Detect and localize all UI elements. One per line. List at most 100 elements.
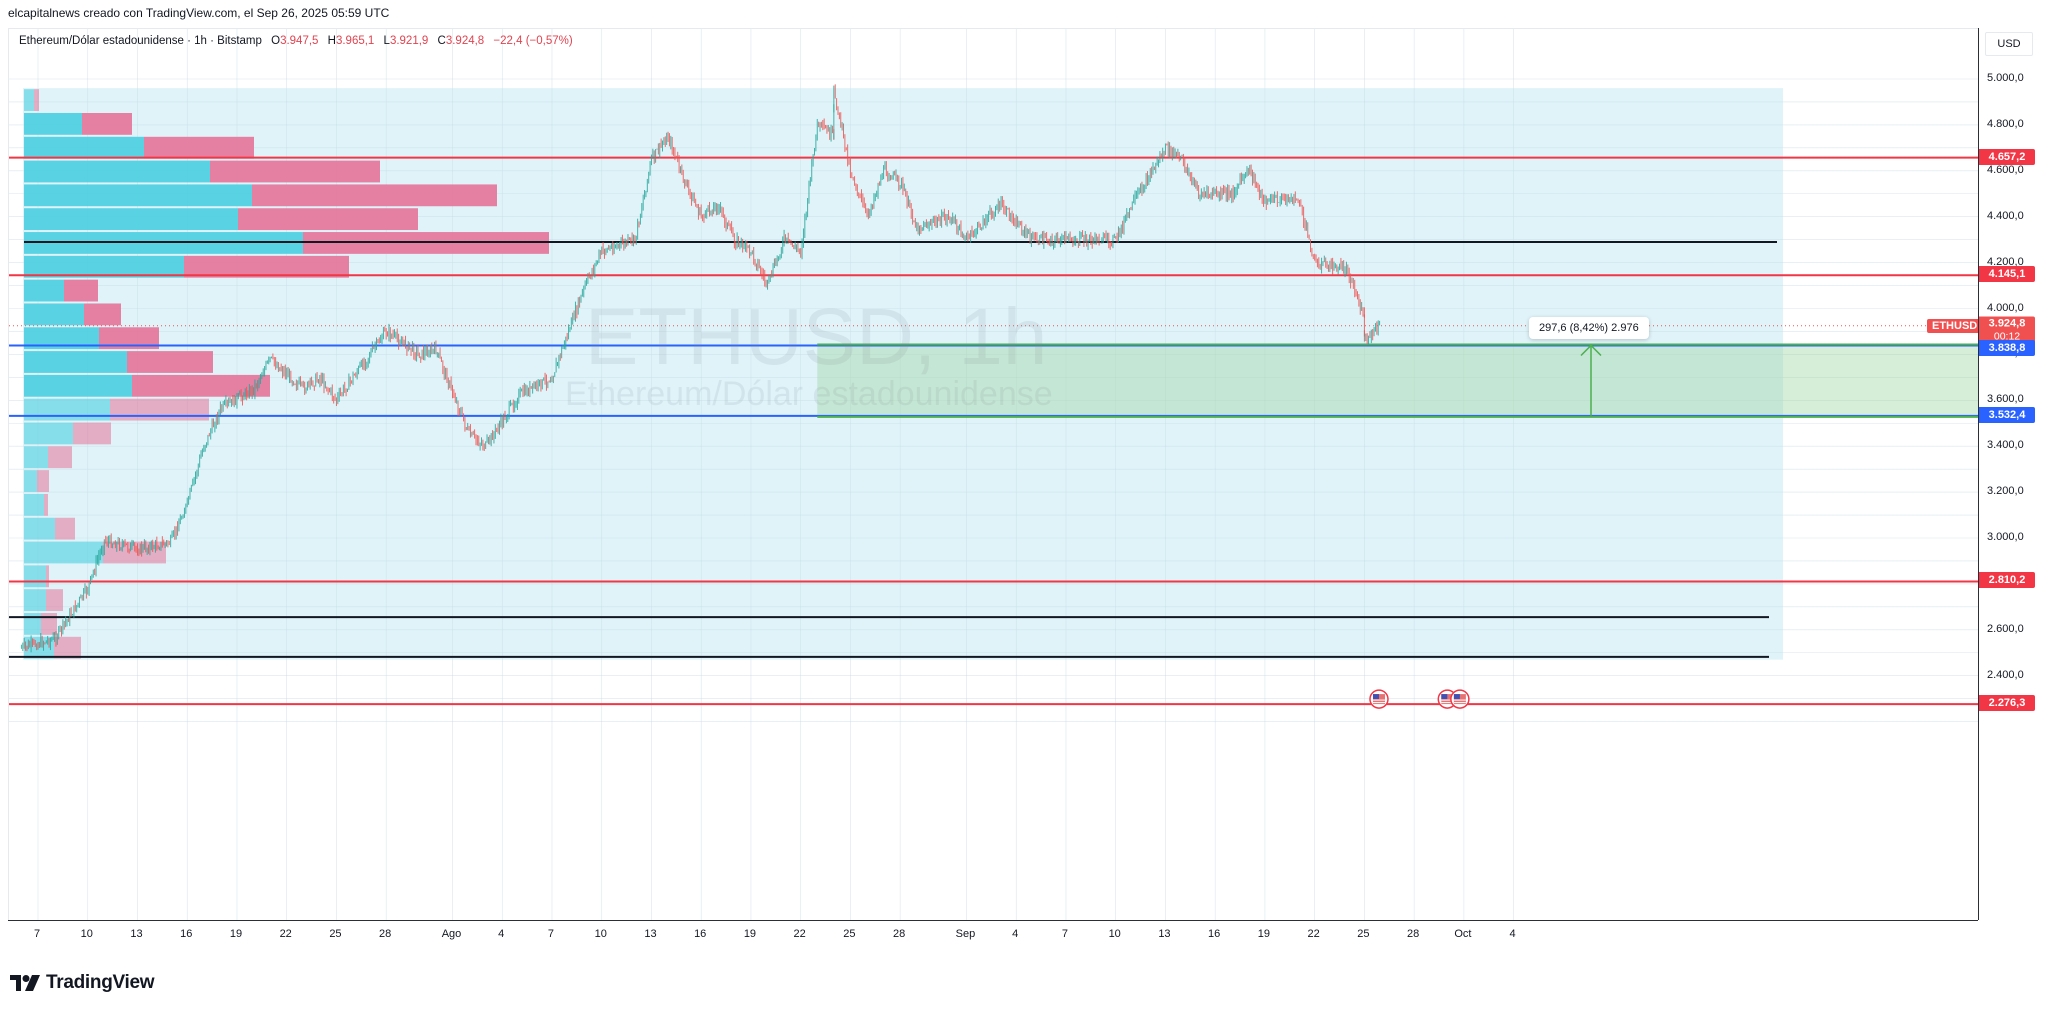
chart-frame: Ethereum/Dólar estadounidense · 1h · Bit… — [8, 28, 2039, 958]
time-axis-tick: 10 — [80, 928, 93, 940]
volume-profile-bin-up — [24, 517, 55, 540]
time-axis-tick: 25 — [329, 928, 342, 940]
price-axis[interactable]: USD 5.000,0 4.800,0 4.600,0 4.400,0 4.200,0 4… — [1978, 28, 2039, 920]
volume-profile-bin-down — [252, 184, 497, 207]
us-flag-event-icon[interactable] — [1450, 689, 1470, 709]
price-axis-tick: 2.600,0 — [1987, 622, 2024, 635]
volume-profile-bin-down — [46, 589, 63, 612]
time-axis-tick: 13 — [130, 928, 143, 940]
watermark-name: Ethereum/Dólar estadounidense — [565, 375, 1053, 413]
volume-profile-bin-up — [24, 160, 210, 183]
time-axis-tick: 13 — [644, 928, 657, 940]
volume-profile-bin-down — [184, 255, 349, 278]
volume-profile-bin-up — [24, 232, 303, 254]
high-key: H — [327, 35, 336, 47]
volume-profile-bin-up — [24, 208, 238, 231]
time-axis-tick: 28 — [379, 928, 392, 940]
volume-profile-bin-up — [24, 255, 184, 278]
volume-profile-bin-down — [46, 565, 49, 588]
volume-profile-bin-down — [37, 470, 49, 492]
volume-profile-bin-up — [24, 422, 73, 445]
volume-profile-bin-up — [24, 470, 37, 492]
volume-profile-bin-down — [54, 636, 81, 659]
time-axis-tick: 7 — [547, 928, 555, 940]
volume-profile-bin-down — [55, 517, 75, 540]
volume-profile-bin-up — [24, 184, 252, 207]
time-axis-tick: Sep — [955, 928, 976, 940]
time-axis[interactable]: 7 10 13 16 19 22 25 28 Ago 4 7 10 13 16 19 22 25 28 Sep 4 7 1… — [8, 920, 1978, 947]
watermark-symbol: ETHUSD, 1h — [585, 292, 1048, 381]
time-axis-tick: 16 — [180, 928, 193, 940]
volume-profile-bin-down — [144, 136, 254, 159]
price-tag-support-1: 3.838,8 — [1979, 340, 2035, 356]
volume-profile-bin-down — [34, 89, 39, 111]
price-range-measure-label[interactable]: 297,6 (8,42%) 2.976 — [1529, 317, 1649, 339]
open-key: O — [271, 35, 281, 47]
time-axis-tick: 7 — [1061, 928, 1069, 940]
volume-profile-bin-up — [24, 374, 132, 397]
bar-countdown: 00:12 — [1993, 330, 2021, 343]
price-tag-resistance-2: 4.145,1 — [1979, 266, 2035, 282]
volume-profile-bin-up — [24, 446, 48, 469]
price-chart-canvas[interactable] — [9, 29, 1979, 921]
volume-profile-bin-up — [24, 89, 34, 111]
chart-attribution: elcapitalnews creado con TradingView.com… — [8, 6, 390, 20]
symbol-legend: Ethereum/Dólar estadounidense · 1h · Bit… — [19, 35, 573, 47]
price-axis-tick: 3.400,0 — [1987, 439, 2024, 452]
time-axis-tick: 4 — [498, 928, 505, 940]
volume-profile-bin-down — [132, 374, 270, 397]
time-axis-tick: 22 — [793, 928, 806, 940]
volume-profile-bin-down — [41, 613, 57, 635]
time-axis-tick: Ago — [441, 928, 462, 940]
volume-profile-bin-down — [84, 303, 121, 326]
volume-profile-bin-up — [24, 493, 44, 516]
currency-button[interactable]: USD — [1985, 32, 2033, 56]
time-axis-tick: 28 — [1407, 928, 1420, 940]
price-tag-support-2: 3.532,4 — [1979, 407, 2035, 423]
high-value: 3.965,1 — [335, 35, 375, 47]
time-axis-tick: 19 — [743, 928, 757, 940]
price-tag-support-3: 2.810,2 — [1979, 572, 2035, 588]
change-value: −22,4 (−0,57%) — [493, 35, 573, 47]
time-axis-tick: 13 — [1158, 928, 1171, 940]
low-value: 3.921,9 — [389, 35, 429, 47]
volume-profile-bin-up — [24, 351, 127, 373]
chart-plot-area[interactable]: Ethereum/Dólar estadounidense · 1h · Bit… — [8, 28, 1979, 921]
time-axis-tick: 22 — [279, 928, 292, 940]
volume-profile-bin-up — [24, 279, 64, 302]
volume-profile-bin-down — [48, 446, 72, 469]
close-value: 3.924,8 — [445, 35, 485, 47]
time-axis-tick: 25 — [843, 928, 856, 940]
us-flag-event-icon[interactable] — [1369, 689, 1389, 709]
time-axis-tick: 19 — [1257, 928, 1271, 940]
volume-profile-bin-down — [73, 422, 111, 445]
price-axis-tick: 5.000,0 — [1987, 72, 2024, 84]
open-value: 3.947,5 — [280, 35, 319, 47]
price-tag-resistance-1: 4.657,2 — [1979, 149, 2035, 165]
time-axis-tick: 16 — [1208, 928, 1221, 940]
volume-profile-bin-up — [24, 541, 103, 564]
symbol-price-line-label: ETHUSD — [1927, 319, 1979, 333]
price-axis-tick: 3.600,0 — [1987, 393, 2024, 406]
price-axis-tick: 3.200,0 — [1987, 485, 2024, 498]
volume-profile-bin-down — [44, 493, 48, 516]
volume-profile-bin-down — [210, 160, 380, 183]
price-axis-tick: 4.200,0 — [1987, 255, 2024, 268]
volume-profile-bin-up — [24, 398, 110, 421]
close-key: C — [437, 35, 446, 47]
price-axis-tick: 4.400,0 — [1987, 209, 2024, 222]
price-axis-tick: 4.600,0 — [1987, 163, 2024, 176]
volume-profile-bin-up — [24, 303, 84, 326]
time-axis-tick: 28 — [893, 928, 906, 940]
volume-profile-bin-up — [24, 565, 46, 588]
time-axis-tick: 10 — [1108, 928, 1121, 940]
time-axis-tick: 19 — [229, 928, 243, 940]
volume-profile-bin-down — [110, 398, 209, 421]
time-axis-tick: 4 — [1012, 928, 1019, 940]
volume-profile-bin-down — [238, 208, 418, 231]
target-zone[interactable] — [817, 345, 1979, 416]
price-tag-support-4: 2.276,3 — [1979, 695, 2035, 711]
tradingview-logo[interactable]: TradingView — [10, 972, 155, 994]
price-axis-tick: 4.000,0 — [1987, 301, 2024, 314]
time-axis-tick: 25 — [1357, 928, 1370, 940]
